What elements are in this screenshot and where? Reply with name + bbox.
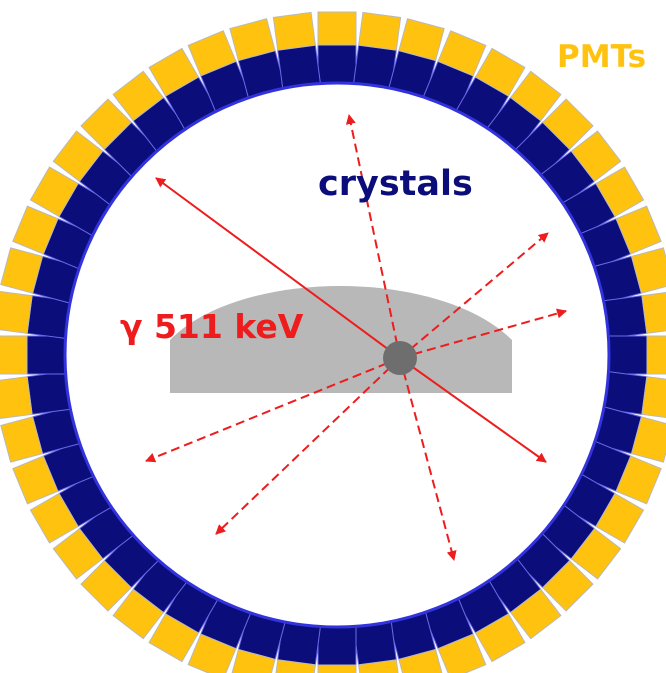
pmt-block	[542, 560, 594, 612]
pmt-block	[12, 205, 59, 255]
detector-module	[592, 247, 666, 305]
pmt-block	[148, 47, 200, 97]
gamma-ray-dashed	[145, 357, 401, 463]
pmt-block	[187, 30, 237, 77]
pmt-block	[0, 376, 33, 420]
pmt-block	[80, 560, 132, 612]
pmt-block	[148, 613, 200, 663]
pmt-block	[229, 648, 276, 673]
pmt-block	[542, 98, 594, 150]
detector-module	[601, 370, 666, 420]
pmt-block	[80, 98, 132, 150]
detector-module	[0, 247, 82, 305]
pmt-block	[398, 18, 445, 62]
pmt-block	[272, 11, 316, 51]
pmt-block	[0, 290, 33, 334]
pmt-block	[317, 11, 357, 46]
crystal-block	[606, 335, 648, 375]
pmt-block	[615, 205, 662, 255]
gamma-ray-dashed	[399, 232, 549, 359]
pmt-block	[570, 130, 622, 183]
detector-module	[272, 11, 322, 91]
crystal-block	[26, 335, 68, 375]
gamma-rays	[145, 114, 567, 561]
detector-module	[317, 11, 357, 86]
detector-module	[317, 624, 357, 673]
pmt-block	[630, 247, 666, 294]
point-source-icon	[383, 341, 417, 375]
pmt-block	[641, 376, 666, 420]
pmt-block	[595, 492, 645, 544]
pmt-block	[437, 30, 487, 77]
pmt-block	[474, 613, 526, 663]
detector-module	[352, 11, 402, 91]
pmt-block	[187, 633, 237, 673]
gamma-ray-dashed	[215, 357, 401, 535]
pmt-block	[229, 18, 276, 62]
pmt-block	[112, 70, 165, 122]
gamma-ray-dashed	[399, 308, 567, 359]
crystal-block	[317, 624, 357, 666]
detector-module	[272, 619, 322, 673]
pmt-block	[0, 247, 44, 294]
pmt-block	[358, 11, 402, 51]
pmt-block	[570, 527, 622, 580]
pmt-block	[0, 416, 44, 463]
pmt-block	[52, 130, 104, 183]
gamma-ray-solid	[155, 177, 401, 359]
detector-module	[0, 405, 82, 463]
crystals-label: crystals	[318, 164, 473, 204]
pmt-block	[630, 416, 666, 463]
pmt-block	[398, 648, 445, 673]
pmt-block	[474, 47, 526, 97]
pmt-block	[615, 455, 662, 505]
pmt-block	[112, 588, 165, 640]
pmt-block	[641, 290, 666, 334]
pmts-label: PMTs	[557, 39, 646, 75]
gamma-energy-label: γ 511 keV	[120, 307, 304, 346]
detector-module	[0, 370, 73, 420]
pmt-block	[595, 166, 645, 218]
detector-module	[0, 290, 73, 340]
pmt-block	[317, 664, 357, 673]
detector-module	[352, 619, 402, 673]
detector-module	[601, 290, 666, 340]
phantom-shape-icon	[170, 286, 512, 393]
crystal-block	[317, 44, 357, 86]
pmt-block	[52, 527, 104, 580]
pmt-block	[437, 633, 487, 673]
detector-module	[0, 335, 68, 375]
pmt-block	[29, 166, 79, 218]
pmt-block	[0, 335, 28, 375]
pmt-block	[358, 659, 402, 673]
gamma-ray-solid	[399, 357, 547, 463]
pmt-block	[272, 659, 316, 673]
detector-module	[606, 335, 666, 375]
pmt-block	[646, 335, 666, 375]
gamma-ray-dashed	[399, 357, 457, 561]
pmt-block	[29, 492, 79, 544]
pmt-block	[509, 588, 562, 640]
detector-module	[592, 405, 666, 463]
pmt-block	[509, 70, 562, 122]
pmt-block	[12, 455, 59, 505]
